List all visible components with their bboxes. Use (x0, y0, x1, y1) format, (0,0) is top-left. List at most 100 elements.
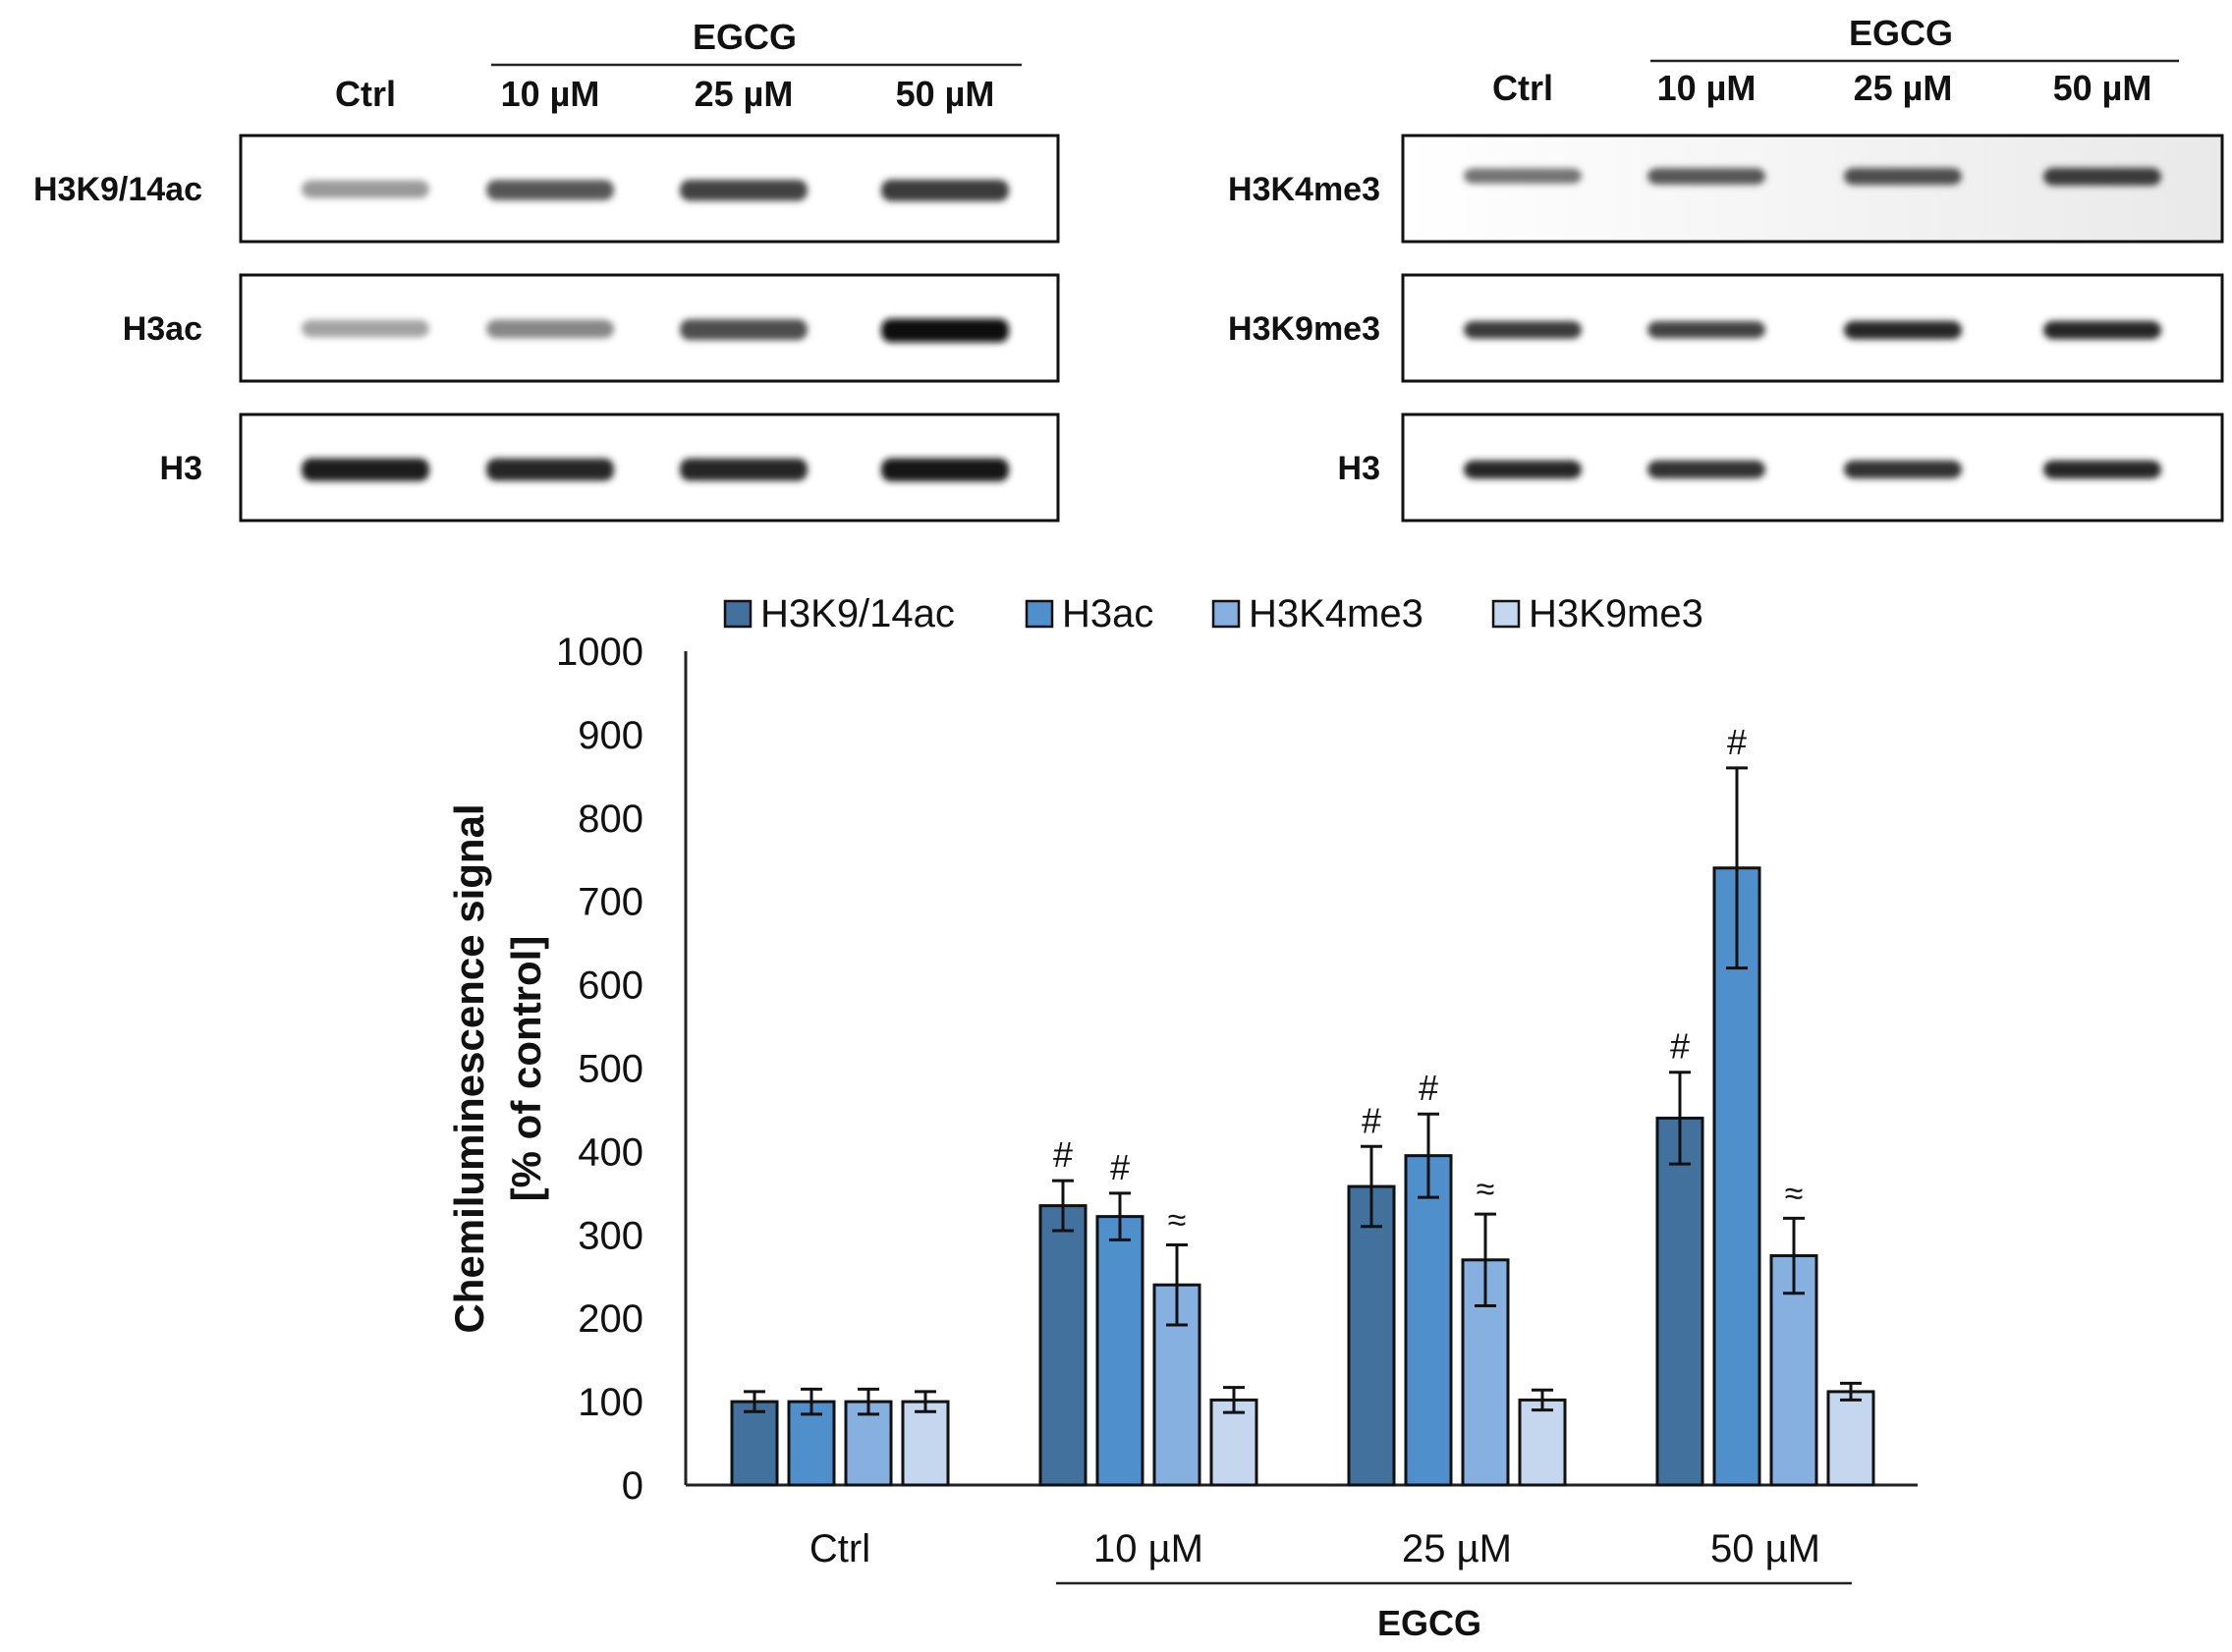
blot-left-lane-25-m: 25 µM (695, 74, 794, 114)
legend-item-h3ac: H3ac (1025, 592, 1153, 635)
blot-band (1464, 460, 1582, 479)
blot-band (881, 179, 1009, 201)
legend: H3K9/14ac H3ac H3K4me3 H3K9me3 (723, 592, 1703, 635)
y-tick-label: 600 (578, 964, 643, 1008)
y-tick-label: 100 (578, 1381, 643, 1424)
blot-left-lane-labels: Ctrl 10 µM 25 µM 50 µM (335, 74, 994, 114)
legend-item-h3k4me3: H3K4me3 (1211, 592, 1423, 635)
blot-band (2043, 167, 2161, 186)
bar-h3k9-14ac-25-m (1347, 1184, 1396, 1487)
bar-h3k9me3-25-m (1518, 1398, 1567, 1487)
bar-h3ac-25-m (1404, 1154, 1453, 1487)
significance-hash-mark: # (1727, 722, 1747, 762)
blot-left-row-label: H3 (160, 450, 202, 487)
bar-h3k9me3-50-m (1826, 1390, 1875, 1487)
legend-label: H3K4me3 (1249, 592, 1423, 635)
y-tick-label: 200 (578, 1297, 643, 1341)
series-h3k9me3 (901, 1381, 1875, 1487)
series-h3ac: # # # (787, 722, 1761, 1487)
significance-hash-mark: # (1362, 1100, 1381, 1140)
blot-band (486, 319, 614, 339)
bar-h3k9-14ac-10-m (1038, 1204, 1088, 1487)
legend-swatch (1491, 599, 1521, 629)
blot-band (1844, 460, 1962, 479)
blot-band (680, 319, 808, 341)
blot-right-row-label: H3K4me3 (1228, 171, 1380, 208)
legend-label: H3ac (1062, 592, 1153, 635)
blot-band (881, 458, 1009, 482)
blot-right-group-label: EGCG (1849, 13, 1953, 53)
blot-right-row-h3k4me3: H3K4me3 (1228, 134, 2224, 244)
bar-h3k9me3-ctrl (901, 1400, 950, 1487)
x-axis-tick-labels: Ctrl 10 µM 25 µM 50 µM (809, 1527, 1820, 1570)
blot-right-lane-10-m: 10 µM (1657, 68, 1757, 108)
blot-panel-right: EGCG Ctrl 10 µM 25 µM 50 µM H3K4me3H3K9me3H… (1228, 13, 2224, 523)
x-tick-label-50-m: 50 µM (1710, 1527, 1820, 1570)
blot-membrane (1401, 134, 2224, 244)
legend-item-h3k9me3: H3K9me3 (1491, 592, 1703, 635)
blot-right-lane-50-m: 50 µM (2053, 68, 2152, 108)
legend-label: H3K9/14ac (760, 592, 955, 635)
series-h3k4me3: ≈ ≈ ≈ (844, 1171, 1818, 1487)
blot-right-lane-ctrl: Ctrl (1492, 68, 1553, 108)
blot-band (302, 319, 429, 338)
blot-band (486, 458, 614, 481)
blot-right-lane-labels: Ctrl 10 µM 25 µM 50 µM (1492, 68, 2151, 108)
blot-band (2043, 460, 2161, 479)
blot-left-row-label: H3ac (123, 310, 202, 348)
y-tick-label: 700 (578, 881, 643, 924)
blot-right-row-h3k9me3: H3K9me3 (1228, 273, 2224, 383)
bar-h3ac-10-m (1095, 1215, 1144, 1487)
significance-hash-mark: # (1053, 1134, 1073, 1175)
blot-left-row-h3ac: H3ac (123, 273, 1060, 383)
blot-band (486, 180, 614, 200)
significance-hash-mark: # (1670, 1026, 1690, 1067)
bar-chart: H3K9/14ac H3ac H3K4me3 H3K9me3 0 100 200 300 40… (446, 592, 1918, 1643)
blot-left-lane-ctrl: Ctrl (335, 74, 396, 114)
series-h3k9-14ac: # # # (730, 1026, 1704, 1487)
blot-left-row-h3k9-14ac: H3K9/14ac (33, 134, 1060, 244)
blot-panel-left: EGCG Ctrl 10 µM 25 µM 50 µM H3K9/14ac H3ac H3 (33, 17, 1060, 523)
bar-h3k9me3-10-m (1209, 1398, 1258, 1487)
blot-band (1647, 168, 1765, 185)
blot-left-rows: H3K9/14ac H3ac H3 (33, 134, 1060, 523)
y-tick-label: 1000 (556, 631, 643, 674)
blot-band (302, 180, 429, 198)
significance-hash-mark: # (1110, 1147, 1130, 1187)
bar-h3k9-14ac-50-m (1655, 1116, 1704, 1487)
blot-band (1464, 320, 1582, 339)
blot-right-rows: H3K4me3 H3K9me3 H3 (1228, 134, 2224, 523)
blot-right-row-label: H3 (1338, 450, 1380, 487)
significance-approx-mark: ≈ (1785, 1175, 1804, 1212)
x-tick-label-ctrl: Ctrl (809, 1527, 870, 1570)
x-tick-label-10-m: 10 µM (1093, 1527, 1203, 1570)
bars: # # # # # # ≈ ≈ ≈ (730, 722, 1875, 1487)
legend-label: H3K9me3 (1529, 592, 1703, 635)
y-axis-label-line2: [% of control] (503, 936, 549, 1202)
blot-band (1647, 460, 1765, 479)
significance-hash-mark: # (1419, 1068, 1438, 1108)
y-axis-ticks: 0 100 200 300 400 500 600 700 800 900 1000 (556, 631, 643, 1508)
legend-swatch (1025, 599, 1054, 629)
blot-band (1844, 320, 1962, 340)
blot-right-lane-25-m: 25 µM (1854, 68, 1953, 108)
legend-swatch (1211, 599, 1241, 629)
legend-item-h3k9-14ac: H3K9/14ac (723, 592, 955, 635)
blot-band (680, 458, 808, 481)
blot-band (881, 318, 1009, 343)
blot-right-row-label: H3K9me3 (1228, 310, 1380, 348)
blot-band (680, 179, 808, 201)
y-tick-label: 900 (578, 714, 643, 757)
blot-left-row-h3: H3 (160, 413, 1060, 523)
y-tick-label: 500 (578, 1048, 643, 1091)
y-tick-label: 300 (578, 1214, 643, 1257)
blot-band (2043, 320, 2161, 340)
y-tick-label: 0 (622, 1464, 643, 1508)
legend-swatch (723, 599, 753, 629)
bar-h3k9-14ac-ctrl (730, 1400, 779, 1487)
blot-left-group-label: EGCG (693, 17, 797, 57)
blot-left-lane-10-m: 10 µM (501, 74, 600, 114)
blot-right-row-h3: H3 (1338, 413, 2224, 523)
blot-left-lane-50-m: 50 µM (896, 74, 995, 114)
